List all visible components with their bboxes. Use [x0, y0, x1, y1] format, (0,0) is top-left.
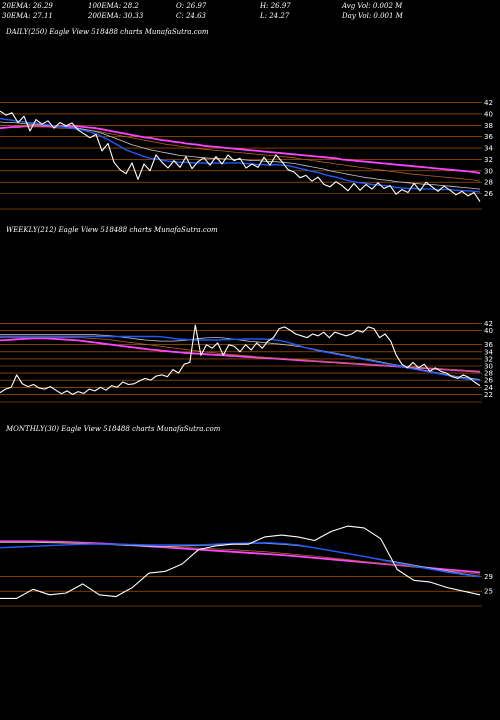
ema20-line [0, 542, 481, 578]
chart-title: DAILY(250) Eagle View 518488 charts Muna… [5, 28, 209, 36]
y-tick-label: 26 [484, 377, 493, 385]
day-vol-value: Day Vol: 0.001 M [342, 12, 403, 20]
ema100-line [0, 541, 481, 575]
y-tick-label: 30 [484, 167, 493, 175]
y-tick-label: 40 [484, 327, 493, 335]
ema20-line [0, 335, 481, 381]
price-line [0, 525, 481, 599]
y-tick-label: 28 [484, 179, 493, 187]
ema200-line [0, 540, 481, 574]
chart-title: MONTHLY(30) Eagle View 518488 charts Mun… [5, 425, 221, 433]
price-line [0, 110, 481, 202]
y-tick-label: 36 [484, 341, 493, 349]
y-tick-label: 22 [484, 391, 493, 399]
y-tick-label: 42 [484, 99, 493, 107]
y-tick-label: 36 [484, 133, 493, 141]
ema30-line [0, 541, 481, 577]
ema30-value: 30EMA: 27.11 [2, 12, 53, 20]
header: 20EMA: 26.29 100EMA: 28.2 O: 26.97 H: 26… [0, 0, 500, 22]
y-tick-label: 34 [484, 145, 493, 153]
y-tick-label: 32 [484, 156, 493, 164]
y-tick-label: 28 [484, 370, 493, 378]
low-value: L: 24.27 [260, 12, 290, 20]
y-tick-label: 30 [484, 363, 493, 371]
y-tick-label: 25 [484, 588, 493, 596]
ema100-value: 100EMA: 28.2 [88, 2, 139, 10]
chart-panel-1: WEEKLY(212) Eagle View 518488 charts Mun… [0, 226, 493, 403]
chart-title: WEEKLY(212) Eagle View 518488 charts Mun… [6, 226, 218, 234]
y-tick-label: 38 [484, 122, 493, 130]
price-line [0, 324, 481, 395]
y-tick-label: 32 [484, 355, 493, 363]
ema20-value: 20EMA: 26.29 [2, 2, 53, 10]
high-value: H: 26.97 [260, 2, 291, 10]
y-tick-label: 42 [484, 320, 493, 328]
y-tick-label: 26 [484, 190, 493, 198]
ema20-line [0, 117, 481, 193]
y-tick-label: 40 [484, 110, 493, 118]
open-value: O: 26.97 [176, 2, 207, 10]
ema100-line [0, 124, 481, 182]
avg-vol-value: Avg Vol: 0.002 M [342, 2, 403, 10]
y-tick-label: 24 [484, 384, 493, 392]
ema200-value: 200EMA: 30.33 [88, 12, 144, 20]
close-value: C: 24.63 [176, 12, 206, 20]
y-tick-label: 34 [484, 348, 493, 356]
y-tick-label: 29 [484, 573, 493, 581]
ema200-line [0, 125, 481, 174]
chart-panel-0: DAILY(250) Eagle View 518488 charts Muna… [0, 28, 493, 210]
chart-panel-2: MONTHLY(30) Eagle View 518488 charts Mun… [0, 425, 493, 607]
ema30-line [0, 121, 481, 190]
